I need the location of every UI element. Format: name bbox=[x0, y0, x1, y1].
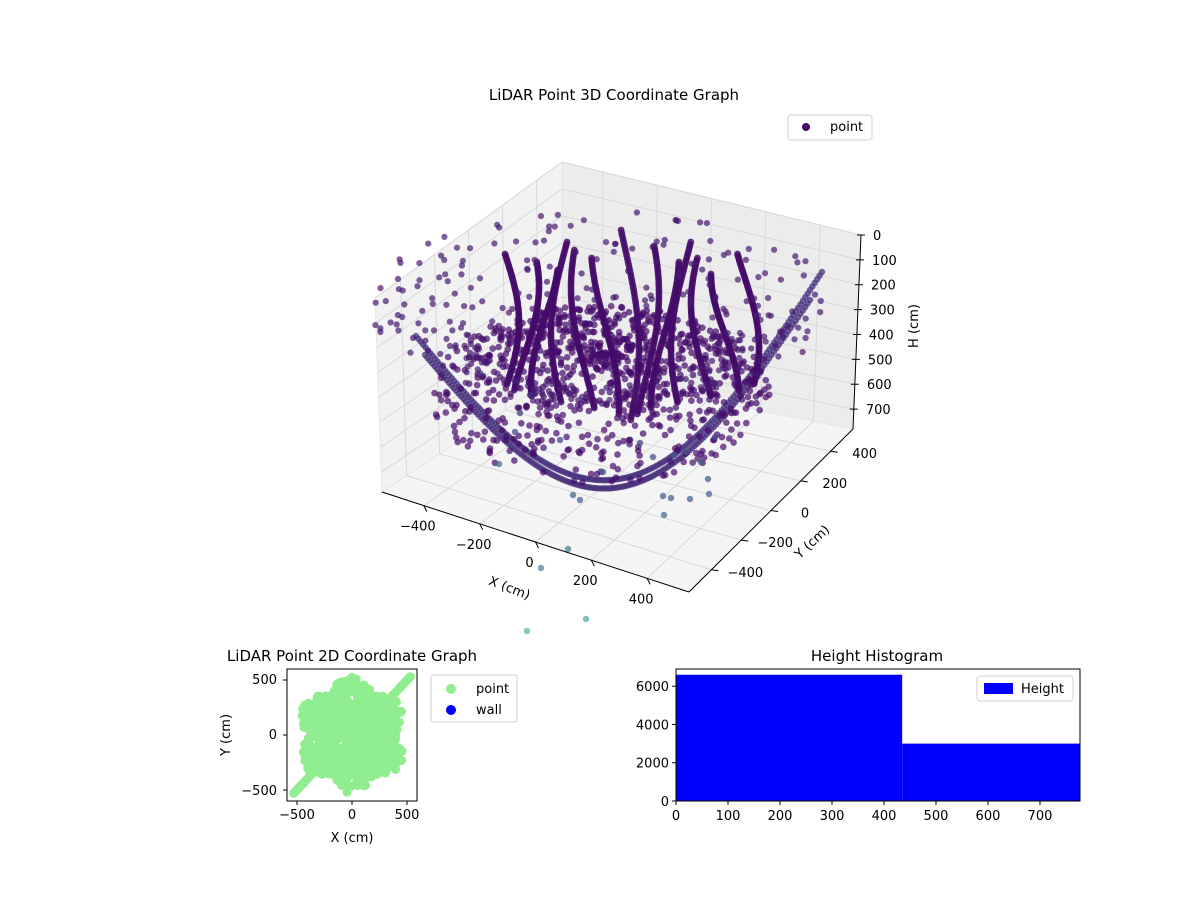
ztick-3d-1: 100 bbox=[872, 254, 897, 269]
legend-label-point-2d: point bbox=[476, 682, 509, 697]
ytick-hist-2: 4000 bbox=[636, 718, 669, 733]
legend-marker-height bbox=[984, 683, 1013, 694]
xtick-3d-4: 400 bbox=[629, 592, 654, 607]
ytick-3d-4: 400 bbox=[852, 447, 877, 462]
chart-3d-ylabel: Y (cm) bbox=[791, 523, 833, 563]
ztick-3d-6: 600 bbox=[867, 378, 892, 393]
ytick-hist-0: 0 bbox=[661, 795, 669, 810]
chart-2d: LiDAR Point 2D Coordinate Graph −500 0 5… bbox=[219, 647, 518, 846]
xtick-hist-0: 0 bbox=[672, 809, 680, 824]
xtick-hist-1: 100 bbox=[716, 809, 741, 824]
xtick-hist-3: 300 bbox=[820, 809, 845, 824]
chart-2d-legend: point wall bbox=[430, 674, 518, 723]
chart-3d-legend: point bbox=[787, 114, 873, 141]
xtick-2d-2: 500 bbox=[395, 808, 420, 823]
ztick-3d-7: 700 bbox=[866, 403, 891, 418]
point-cloud-2d bbox=[289, 672, 415, 798]
histogram-legend: Height bbox=[976, 675, 1074, 702]
chart-3d: −400 −200 0 200 400 −400 −200 0 200 400 0 100 200 300… bbox=[372, 86, 922, 635]
xtick-3d-2: 0 bbox=[525, 556, 533, 571]
xtick-3d-0: −400 bbox=[400, 520, 436, 535]
legend-label-height: Height bbox=[1021, 682, 1064, 697]
legend-label-wall: wall bbox=[476, 703, 502, 718]
chart-3d-zlabel: H (cm) bbox=[907, 304, 922, 348]
ztick-3d-5: 500 bbox=[868, 353, 893, 368]
chart-histogram: Height Histogram 0 100 200 300 400 500 600 7000… bbox=[636, 647, 1081, 824]
histogram-ticks: 0 100 200 300 400 500 600 700 0 2000 4000 6000 bbox=[636, 680, 1052, 824]
xtick-hist-7: 700 bbox=[1028, 809, 1053, 824]
ytick-3d-1: −200 bbox=[757, 536, 793, 551]
xtick-hist-6: 600 bbox=[976, 809, 1001, 824]
axes-3d: −400 −200 0 200 400 −400 −200 0 200 400 0 100 200 300… bbox=[381, 229, 897, 607]
ztick-3d-4: 400 bbox=[869, 328, 894, 343]
ytick-2d-2: 500 bbox=[252, 673, 277, 688]
xtick-3d-3: 200 bbox=[573, 574, 598, 589]
histogram-title: Height Histogram bbox=[811, 647, 943, 665]
histogram-frame bbox=[675, 668, 1081, 802]
ztick-3d-0: 0 bbox=[873, 229, 881, 244]
chart-2d-title: LiDAR Point 2D Coordinate Graph bbox=[227, 647, 477, 665]
ytick-3d-2: 0 bbox=[801, 507, 809, 522]
histogram-bar-1 bbox=[902, 743, 1080, 801]
xtick-3d-1: −200 bbox=[456, 538, 492, 553]
point-cloud-3d bbox=[372, 209, 826, 635]
ytick-hist-1: 2000 bbox=[636, 757, 669, 772]
legend-marker-wall bbox=[446, 705, 456, 715]
xtick-hist-5: 500 bbox=[924, 809, 949, 824]
xtick-hist-2: 200 bbox=[768, 809, 793, 824]
chart-3d-xlabel: X (cm) bbox=[486, 574, 532, 603]
ytick-2d-0: −500 bbox=[241, 784, 277, 799]
histogram-bars bbox=[676, 674, 1080, 801]
xtick-hist-4: 400 bbox=[872, 809, 897, 824]
ytick-hist-3: 6000 bbox=[636, 680, 669, 695]
chart-2d-ticks: −500 0 500 −500 0 500 bbox=[241, 673, 419, 823]
chart-2d-ylabel: Y (cm) bbox=[219, 714, 234, 757]
legend-marker-point-2d bbox=[446, 684, 456, 694]
ztick-3d-3: 300 bbox=[870, 304, 895, 319]
xtick-2d-0: −500 bbox=[279, 808, 315, 823]
histogram-bar-0 bbox=[676, 674, 903, 801]
ytick-3d-0: −400 bbox=[728, 566, 764, 581]
chart-3d-title: LiDAR Point 3D Coordinate Graph bbox=[489, 86, 739, 104]
xtick-2d-1: 0 bbox=[348, 808, 356, 823]
legend-marker-point bbox=[802, 123, 810, 131]
ytick-2d-1: 0 bbox=[269, 728, 277, 743]
ytick-3d-3: 200 bbox=[822, 477, 847, 492]
chart-2d-xlabel: X (cm) bbox=[331, 831, 374, 846]
ztick-3d-2: 200 bbox=[871, 279, 896, 294]
legend-label-point: point bbox=[830, 120, 863, 135]
